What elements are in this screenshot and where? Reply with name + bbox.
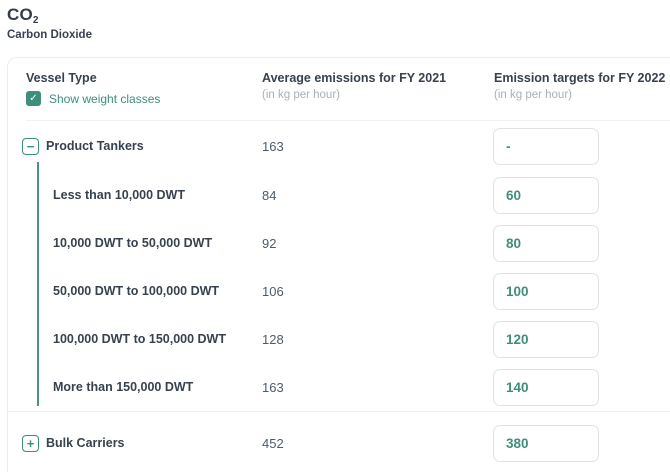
group-divider: [8, 411, 670, 412]
page-title: CO2: [7, 5, 92, 26]
average-header-unit: (in kg per hour): [262, 89, 340, 101]
average-emissions-value: 128: [262, 331, 284, 347]
target-header-label: Emission targets for FY 2022: [494, 71, 666, 85]
table-row-weight-class: More than 150,000 DWT 163: [8, 363, 670, 411]
checkbox-checked-icon[interactable]: ✓: [26, 91, 41, 106]
table-row-product-tankers: − Product Tankers 163: [8, 121, 670, 171]
show-weight-classes-toggle[interactable]: ✓ Show weight classes: [26, 91, 262, 106]
average-header-label: Average emissions for FY 2021: [262, 71, 447, 85]
expand-plus-icon[interactable]: +: [22, 434, 39, 452]
weight-class-label: 50,000 DWT to 100,000 DWT: [53, 284, 220, 298]
emission-target-input[interactable]: [493, 424, 599, 462]
table-row-weight-class: 10,000 DWT to 50,000 DWT 92: [8, 219, 670, 267]
vessel-group-label: Product Tankers: [46, 139, 144, 153]
header-divider: [26, 120, 670, 121]
average-emissions-value: 163: [262, 138, 284, 154]
table-row-weight-class: 50,000 DWT to 100,000 DWT 106: [8, 267, 670, 315]
target-header-unit: (in kg per hour): [494, 89, 572, 101]
table-header-row: Vessel Type ✓ Show weight classes Averag…: [8, 58, 670, 120]
average-emissions-value: 84: [262, 187, 277, 203]
column-header-vessel-type: Vessel Type ✓ Show weight classes: [26, 71, 262, 120]
gas-formula: CO: [7, 5, 33, 24]
weight-class-group: Less than 10,000 DWT 84 10,000 DWT to 50…: [8, 162, 670, 411]
gas-formula-subscript: 2: [32, 15, 39, 26]
weight-class-label: 100,000 DWT to 150,000 DWT: [53, 332, 226, 346]
vessel-type-header-label: Vessel Type: [26, 71, 97, 85]
average-emissions-value: 92: [262, 235, 277, 251]
vessel-group-label: Bulk Carriers: [46, 436, 125, 450]
emission-target-input[interactable]: [493, 320, 599, 358]
column-header-target: Emission targets for FY 2022 (in kg per …: [490, 71, 670, 120]
column-header-average: Average emissions for FY 2021 (in kg per…: [262, 71, 490, 120]
emissions-table-card: Vessel Type ✓ Show weight classes Averag…: [7, 57, 670, 472]
weight-class-label: 10,000 DWT to 50,000 DWT: [53, 236, 213, 250]
average-emissions-value: 163: [262, 379, 284, 395]
show-weight-classes-label: Show weight classes: [49, 91, 161, 106]
emission-target-input[interactable]: [493, 224, 599, 262]
table-row-bulk-carriers: + Bulk Carriers 452: [8, 412, 670, 472]
emission-target-input[interactable]: [493, 127, 599, 165]
emission-target-input[interactable]: [493, 368, 599, 406]
average-emissions-value: 452: [262, 435, 284, 451]
weight-class-label: Less than 10,000 DWT: [53, 188, 185, 202]
page-subtitle: Carbon Dioxide: [7, 29, 92, 41]
weight-class-label: More than 150,000 DWT: [53, 380, 194, 394]
average-emissions-value: 106: [262, 283, 284, 299]
page-header: CO2 Carbon Dioxide: [7, 5, 92, 41]
collapse-minus-icon[interactable]: −: [22, 137, 39, 155]
emission-target-input[interactable]: [493, 272, 599, 310]
emission-target-input[interactable]: [493, 176, 599, 214]
table-row-weight-class: 100,000 DWT to 150,000 DWT 128: [8, 315, 670, 363]
table-row-weight-class: Less than 10,000 DWT 84: [8, 171, 670, 219]
